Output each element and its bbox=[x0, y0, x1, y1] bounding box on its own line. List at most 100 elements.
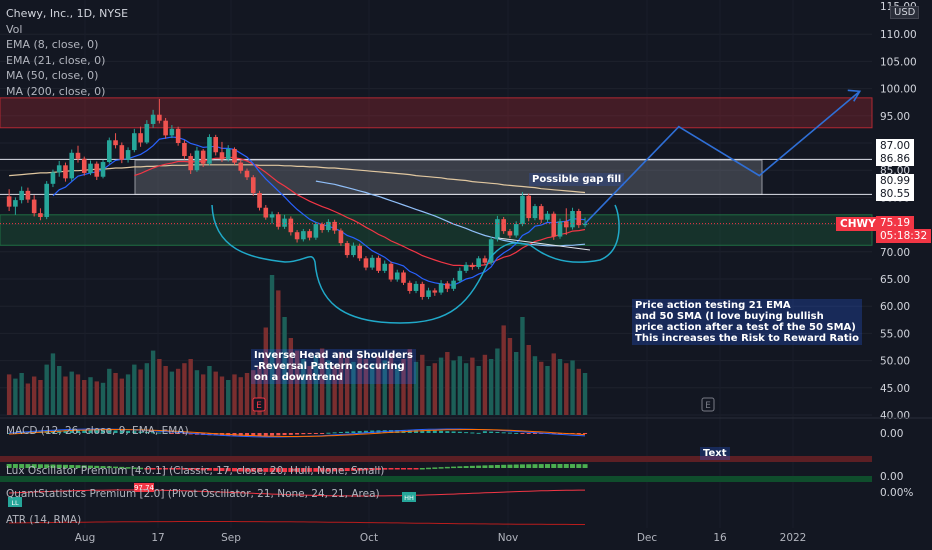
candle-body[interactable] bbox=[200, 150, 206, 164]
candle-body[interactable] bbox=[81, 158, 87, 173]
projection-path[interactable] bbox=[584, 90, 861, 225]
candle-body[interactable] bbox=[169, 128, 175, 136]
lux-label[interactable]: Lux Oscillator Premium [4.0.1] (Classic,… bbox=[6, 465, 385, 477]
candle-body[interactable] bbox=[163, 120, 168, 136]
legend-ma200[interactable]: MA (200, close, 0) bbox=[6, 84, 106, 98]
candle-body[interactable] bbox=[301, 231, 306, 240]
candle-body[interactable] bbox=[332, 221, 337, 231]
candle-body[interactable] bbox=[263, 207, 269, 218]
symbol-tag[interactable]: CHWY bbox=[836, 217, 880, 231]
candle-body[interactable] bbox=[457, 270, 463, 281]
candle-body[interactable] bbox=[394, 272, 400, 280]
candle-body[interactable] bbox=[182, 143, 187, 157]
candle-body[interactable] bbox=[207, 137, 212, 164]
candle-body[interactable] bbox=[88, 163, 93, 173]
candle-body[interactable] bbox=[63, 165, 68, 179]
candle-body[interactable] bbox=[582, 223, 588, 226]
candle-body[interactable] bbox=[25, 190, 31, 200]
candle-body[interactable] bbox=[6, 196, 12, 207]
candle-body[interactable] bbox=[326, 221, 331, 231]
candle-body[interactable] bbox=[276, 214, 281, 227]
candle-body[interactable] bbox=[75, 152, 81, 159]
candle-body[interactable] bbox=[545, 213, 550, 220]
earnings-marker[interactable] bbox=[252, 397, 266, 412]
candle-body[interactable] bbox=[507, 231, 513, 236]
candle-body[interactable] bbox=[219, 152, 225, 160]
quant-label[interactable]: QuantStatistics Premium [2.0] (Pivot Osc… bbox=[6, 488, 380, 500]
candle-body[interactable] bbox=[426, 290, 431, 297]
quant-ll-badge[interactable] bbox=[8, 497, 22, 507]
ihs-note[interactable]: Inverse Head and Shoulders -Reversal Pat… bbox=[251, 349, 416, 384]
candle-body[interactable] bbox=[488, 239, 494, 263]
candle-body[interactable] bbox=[157, 114, 162, 121]
candle-body[interactable] bbox=[44, 183, 49, 217]
symbol-title[interactable]: Chewy, Inc., 1D, NYSE bbox=[6, 7, 129, 20]
candle-body[interactable] bbox=[413, 283, 419, 291]
gap-fill-note[interactable]: Possible gap fill bbox=[529, 173, 625, 186]
macd-label[interactable]: MACD (12, 26, close, 9, EMA, EMA) bbox=[6, 425, 189, 437]
quant-tag[interactable] bbox=[134, 483, 154, 492]
candle-body[interactable] bbox=[470, 264, 475, 268]
candle-body[interactable] bbox=[282, 218, 287, 227]
candle-body[interactable] bbox=[138, 133, 143, 143]
atr-label[interactable]: ATR (14, RMA) bbox=[6, 514, 82, 526]
candle-body[interactable] bbox=[357, 245, 362, 259]
candle-body[interactable] bbox=[551, 213, 557, 237]
candle-body[interactable] bbox=[213, 137, 219, 153]
candle-body[interactable] bbox=[557, 221, 563, 237]
text-note[interactable]: Text bbox=[700, 447, 730, 460]
candle-body[interactable] bbox=[244, 170, 250, 178]
candle-body[interactable] bbox=[194, 150, 200, 171]
candle-body[interactable] bbox=[526, 195, 532, 219]
candle-body[interactable] bbox=[363, 258, 369, 268]
candle-body[interactable] bbox=[269, 214, 275, 218]
candle-body[interactable] bbox=[250, 177, 256, 194]
candle-body[interactable] bbox=[119, 145, 125, 160]
candle-body[interactable] bbox=[382, 263, 388, 271]
currency-badge[interactable]: USD bbox=[890, 6, 920, 19]
level-tag-8686[interactable]: 86.86 bbox=[876, 152, 915, 166]
candle-body[interactable] bbox=[319, 224, 325, 231]
candle-body[interactable] bbox=[150, 114, 156, 124]
candle-body[interactable] bbox=[513, 224, 519, 236]
candle-body[interactable] bbox=[563, 221, 569, 228]
candle-body[interactable] bbox=[288, 218, 294, 233]
candle-body[interactable] bbox=[476, 258, 481, 268]
level-tag-87[interactable]: 87.00 bbox=[876, 139, 915, 153]
earnings-marker[interactable] bbox=[701, 397, 715, 412]
candle-body[interactable] bbox=[225, 148, 231, 160]
legend-ema8[interactable]: EMA (8, close, 0) bbox=[6, 38, 99, 51]
support-zone[interactable] bbox=[0, 214, 873, 246]
ihs-outline[interactable] bbox=[211, 204, 620, 324]
candle-body[interactable] bbox=[257, 193, 262, 208]
level-tag-8099[interactable]: 80.99 bbox=[876, 174, 915, 188]
candle-body[interactable] bbox=[538, 206, 544, 220]
candle-body[interactable] bbox=[144, 123, 150, 143]
candle-body[interactable] bbox=[338, 230, 344, 244]
candle-body[interactable] bbox=[100, 162, 106, 177]
candle-body[interactable] bbox=[38, 213, 43, 217]
candle-body[interactable] bbox=[307, 231, 312, 238]
quant-hh-badge[interactable] bbox=[402, 492, 416, 502]
candle-body[interactable] bbox=[388, 263, 394, 280]
candle-body[interactable] bbox=[495, 219, 500, 240]
candle-body[interactable] bbox=[463, 264, 469, 271]
candle-body[interactable] bbox=[451, 280, 456, 289]
candle-body[interactable] bbox=[501, 219, 506, 232]
candle-body[interactable] bbox=[132, 133, 137, 151]
candle-body[interactable] bbox=[94, 163, 100, 177]
candle-body[interactable] bbox=[351, 245, 356, 256]
candle-body[interactable] bbox=[570, 211, 575, 228]
candle-body[interactable] bbox=[113, 140, 118, 146]
candle-body[interactable] bbox=[188, 156, 193, 171]
candle-body[interactable] bbox=[344, 243, 350, 256]
price-action-note[interactable]: Price action testing 21 EMA and 50 SMA (… bbox=[632, 299, 862, 345]
candle-body[interactable] bbox=[69, 152, 75, 179]
candle-body[interactable] bbox=[369, 257, 375, 268]
candle-body[interactable] bbox=[482, 258, 488, 263]
candle-body[interactable] bbox=[106, 140, 112, 163]
candle-body[interactable] bbox=[438, 283, 444, 293]
candle-body[interactable] bbox=[407, 282, 413, 291]
candle-body[interactable] bbox=[445, 283, 450, 289]
